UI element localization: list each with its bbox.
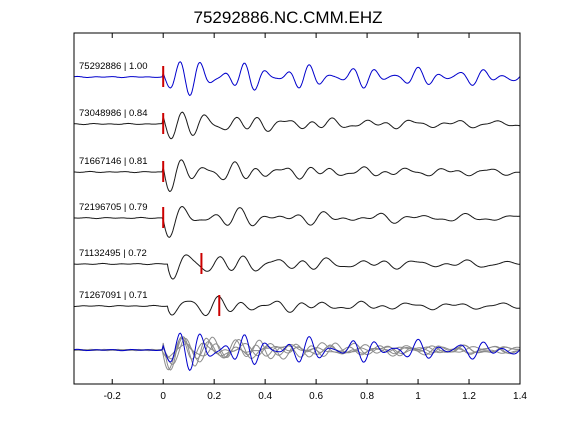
x-tick-label: -0.2 — [104, 391, 122, 402]
x-tick-label: 0.2 — [207, 391, 221, 402]
trace-line-2 — [73, 111, 521, 140]
traces-group — [73, 61, 521, 317]
trace-line-3 — [74, 159, 521, 192]
overlay-trace-2 — [73, 336, 520, 371]
trace-label-6: 71267091 | 0.71 — [79, 290, 148, 301]
axes-frame — [73, 32, 521, 385]
trace-labels-group: 75292886 | 1.00 73048986 | 0.84 71667146 |… — [79, 61, 148, 301]
x-tick-label: 1 — [415, 391, 421, 402]
trace-label-3: 71667146 | 0.81 — [79, 156, 148, 167]
trace-line-5 — [73, 254, 520, 280]
overlay-traces-group — [73, 332, 521, 372]
trace-line-4 — [73, 205, 520, 238]
x-tick-label: 0.6 — [309, 391, 323, 402]
trace-label-5: 71132495 | 0.72 — [79, 248, 147, 259]
trace-line-1 — [73, 61, 521, 97]
x-tick-label: 1.2 — [462, 391, 476, 402]
x-axis-ticks: -0.2 0 0.2 0.4 0.6 0.8 1 1.2 1.4 — [104, 33, 527, 402]
x-tick-label: 0 — [160, 391, 166, 402]
chart-title: 75292886.NC.CMM.EHZ — [193, 8, 383, 27]
overlay-reference-trace — [73, 332, 521, 372]
trace-label-2: 73048986 | 0.84 — [79, 108, 148, 119]
x-tick-label: 0.8 — [360, 391, 374, 402]
trace-line-6 — [74, 295, 521, 317]
x-tick-label: 0.4 — [258, 391, 272, 402]
pick-markers-group — [162, 66, 221, 316]
trace-label-4: 72196705 | 0.79 — [79, 202, 148, 213]
trace-label-1: 75292886 | 1.00 — [79, 61, 148, 72]
x-tick-label: 1.4 — [513, 391, 527, 402]
